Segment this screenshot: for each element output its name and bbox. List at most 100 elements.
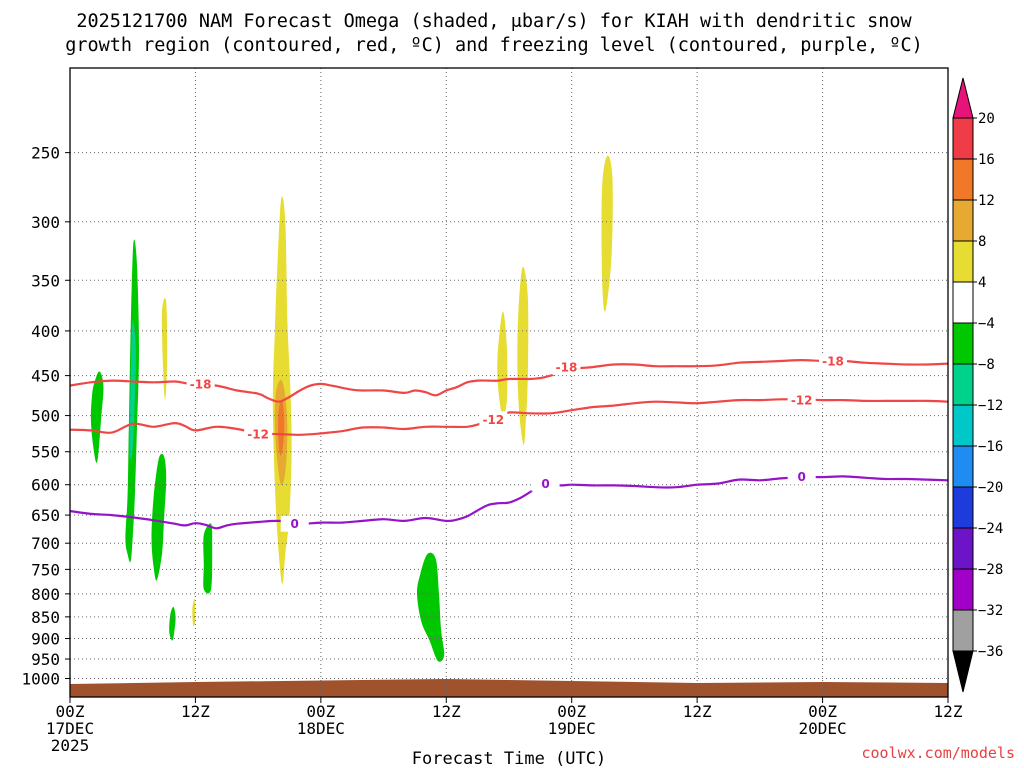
colorbar-top-arrow: [952, 77, 974, 119]
x-tick-label: 12Z: [934, 702, 963, 721]
contour-line: [69, 475, 949, 530]
colorbar-band: [952, 199, 974, 242]
colorbar-band: [952, 486, 974, 529]
contour-label-bg: [186, 375, 215, 392]
omega-region: [192, 598, 196, 627]
y-tick-label: 950: [31, 650, 60, 669]
colorbar-band: [952, 117, 974, 160]
colorbar-label: 20: [978, 111, 995, 127]
omega-shaded-regions: [70, 155, 948, 697]
colorbar-label: −8: [978, 357, 995, 373]
contour-line: [69, 359, 949, 403]
temperature-contours: -18 -18 -18 -12 -12 -12 0 0 0: [69, 352, 949, 532]
contour-label-bg: [787, 392, 816, 409]
x-tick-label: 12Z: [683, 702, 712, 721]
contour-label-bg: [244, 426, 273, 443]
omega-region: [416, 552, 445, 662]
contour-label: -12: [791, 394, 813, 408]
colorbar-band: [952, 445, 974, 488]
y-tick-label: 250: [31, 144, 60, 163]
omega-region: [90, 371, 104, 463]
x-tick-label: 2025: [51, 736, 90, 755]
x-tick-label: 00Z: [557, 702, 586, 721]
contour-label-bg: [819, 352, 848, 369]
credit-text: coolwx.com/models: [861, 744, 1015, 762]
colorbar-label: −36: [978, 644, 1003, 660]
y-tick-label: 1000: [21, 669, 60, 688]
x-tick-label: 20DEC: [798, 719, 846, 738]
plot-frame: [69, 67, 949, 698]
y-tick-label: 700: [31, 534, 60, 553]
x-tick-label: 12Z: [181, 702, 210, 721]
chart-title-line-2: growth region (contoured, red, ºC) and f…: [65, 35, 923, 56]
colorbar-band: [952, 281, 974, 324]
y-tick-label: 400: [31, 322, 60, 341]
colorbar-label: 12: [978, 193, 995, 209]
contour-label-bg: [552, 359, 581, 376]
contour-label-bg: [787, 468, 816, 485]
x-tick-label: 12Z: [432, 702, 461, 721]
y-tick-label: 500: [31, 407, 60, 426]
y-axis-ticks: 250 300 350 400 450 500 550 600 650 700 750 800 850 9…: [21, 144, 70, 688]
y-tick-label: 300: [31, 213, 60, 232]
y-tick-label: 800: [31, 585, 60, 604]
contour-label: 0: [541, 477, 549, 491]
chart-title-line-1: 2025121700 NAM Forecast Omega (shaded, μ…: [76, 11, 912, 32]
contour-label: -12: [482, 413, 504, 427]
contour-label-bg: [531, 475, 560, 492]
y-tick-label: 650: [31, 506, 60, 525]
x-axis-title: Forecast Time (UTC): [412, 749, 606, 768]
colorbar-band: [952, 568, 974, 611]
colorbar-label: −4: [978, 316, 995, 332]
contour-label: -18: [822, 354, 844, 368]
contour-label-bg: [479, 411, 508, 428]
x-tick-label: 00Z: [808, 702, 837, 721]
omega-region: [601, 155, 613, 312]
x-tick-label: 19DEC: [548, 719, 596, 738]
colorbar-band: [952, 404, 974, 447]
omega-region: [517, 266, 529, 445]
colorbar-label: −24: [978, 521, 1003, 537]
omega-region: [169, 606, 176, 641]
y-tick-label: 900: [31, 630, 60, 649]
contour-label-bg: [280, 515, 309, 532]
y-tick-label: 750: [31, 560, 60, 579]
x-tick-label: 18DEC: [297, 719, 345, 738]
omega-region: [151, 453, 167, 581]
colorbar-band: [952, 527, 974, 570]
colorbar-label: 16: [978, 152, 995, 168]
colorbar-label: −28: [978, 562, 1003, 578]
colorbar-band: [952, 609, 974, 652]
contour-label: 0: [797, 470, 805, 484]
y-tick-label: 550: [31, 443, 60, 462]
colorbar-band: [952, 240, 974, 283]
colorbar-label: −16: [978, 439, 1003, 455]
contour-label: -18: [190, 377, 212, 391]
colorbar-band: [952, 322, 974, 365]
x-tick-label: 17DEC: [46, 719, 94, 738]
colorbar-band: [952, 158, 974, 201]
x-tick-label: 00Z: [56, 702, 85, 721]
colorbar-label: 8: [978, 234, 986, 250]
colorbar-label: 4: [978, 275, 986, 291]
omega-region: [203, 523, 213, 594]
colorbar-label: −32: [978, 603, 1003, 619]
omega-region: [277, 399, 285, 456]
colorbar-legend: 20 16 12 8 4 −4 −8 −12 −16 −20 −24 −28 −32 −36: [952, 77, 1003, 693]
y-tick-label: 850: [31, 608, 60, 627]
y-tick-label: 350: [31, 271, 60, 290]
contour-label: 0: [291, 517, 299, 531]
surface-terrain: [70, 679, 948, 697]
omega-region: [497, 311, 508, 416]
contour-label: -18: [556, 361, 578, 375]
contour-line: [69, 398, 949, 436]
colorbar-label: −12: [978, 398, 1003, 414]
x-tick-label: 00Z: [306, 702, 335, 721]
y-tick-label: 450: [31, 367, 60, 386]
colorbar-band: [952, 363, 974, 406]
y-tick-label: 600: [31, 476, 60, 495]
colorbar-label: −20: [978, 480, 1003, 496]
omega-region: [161, 298, 168, 401]
